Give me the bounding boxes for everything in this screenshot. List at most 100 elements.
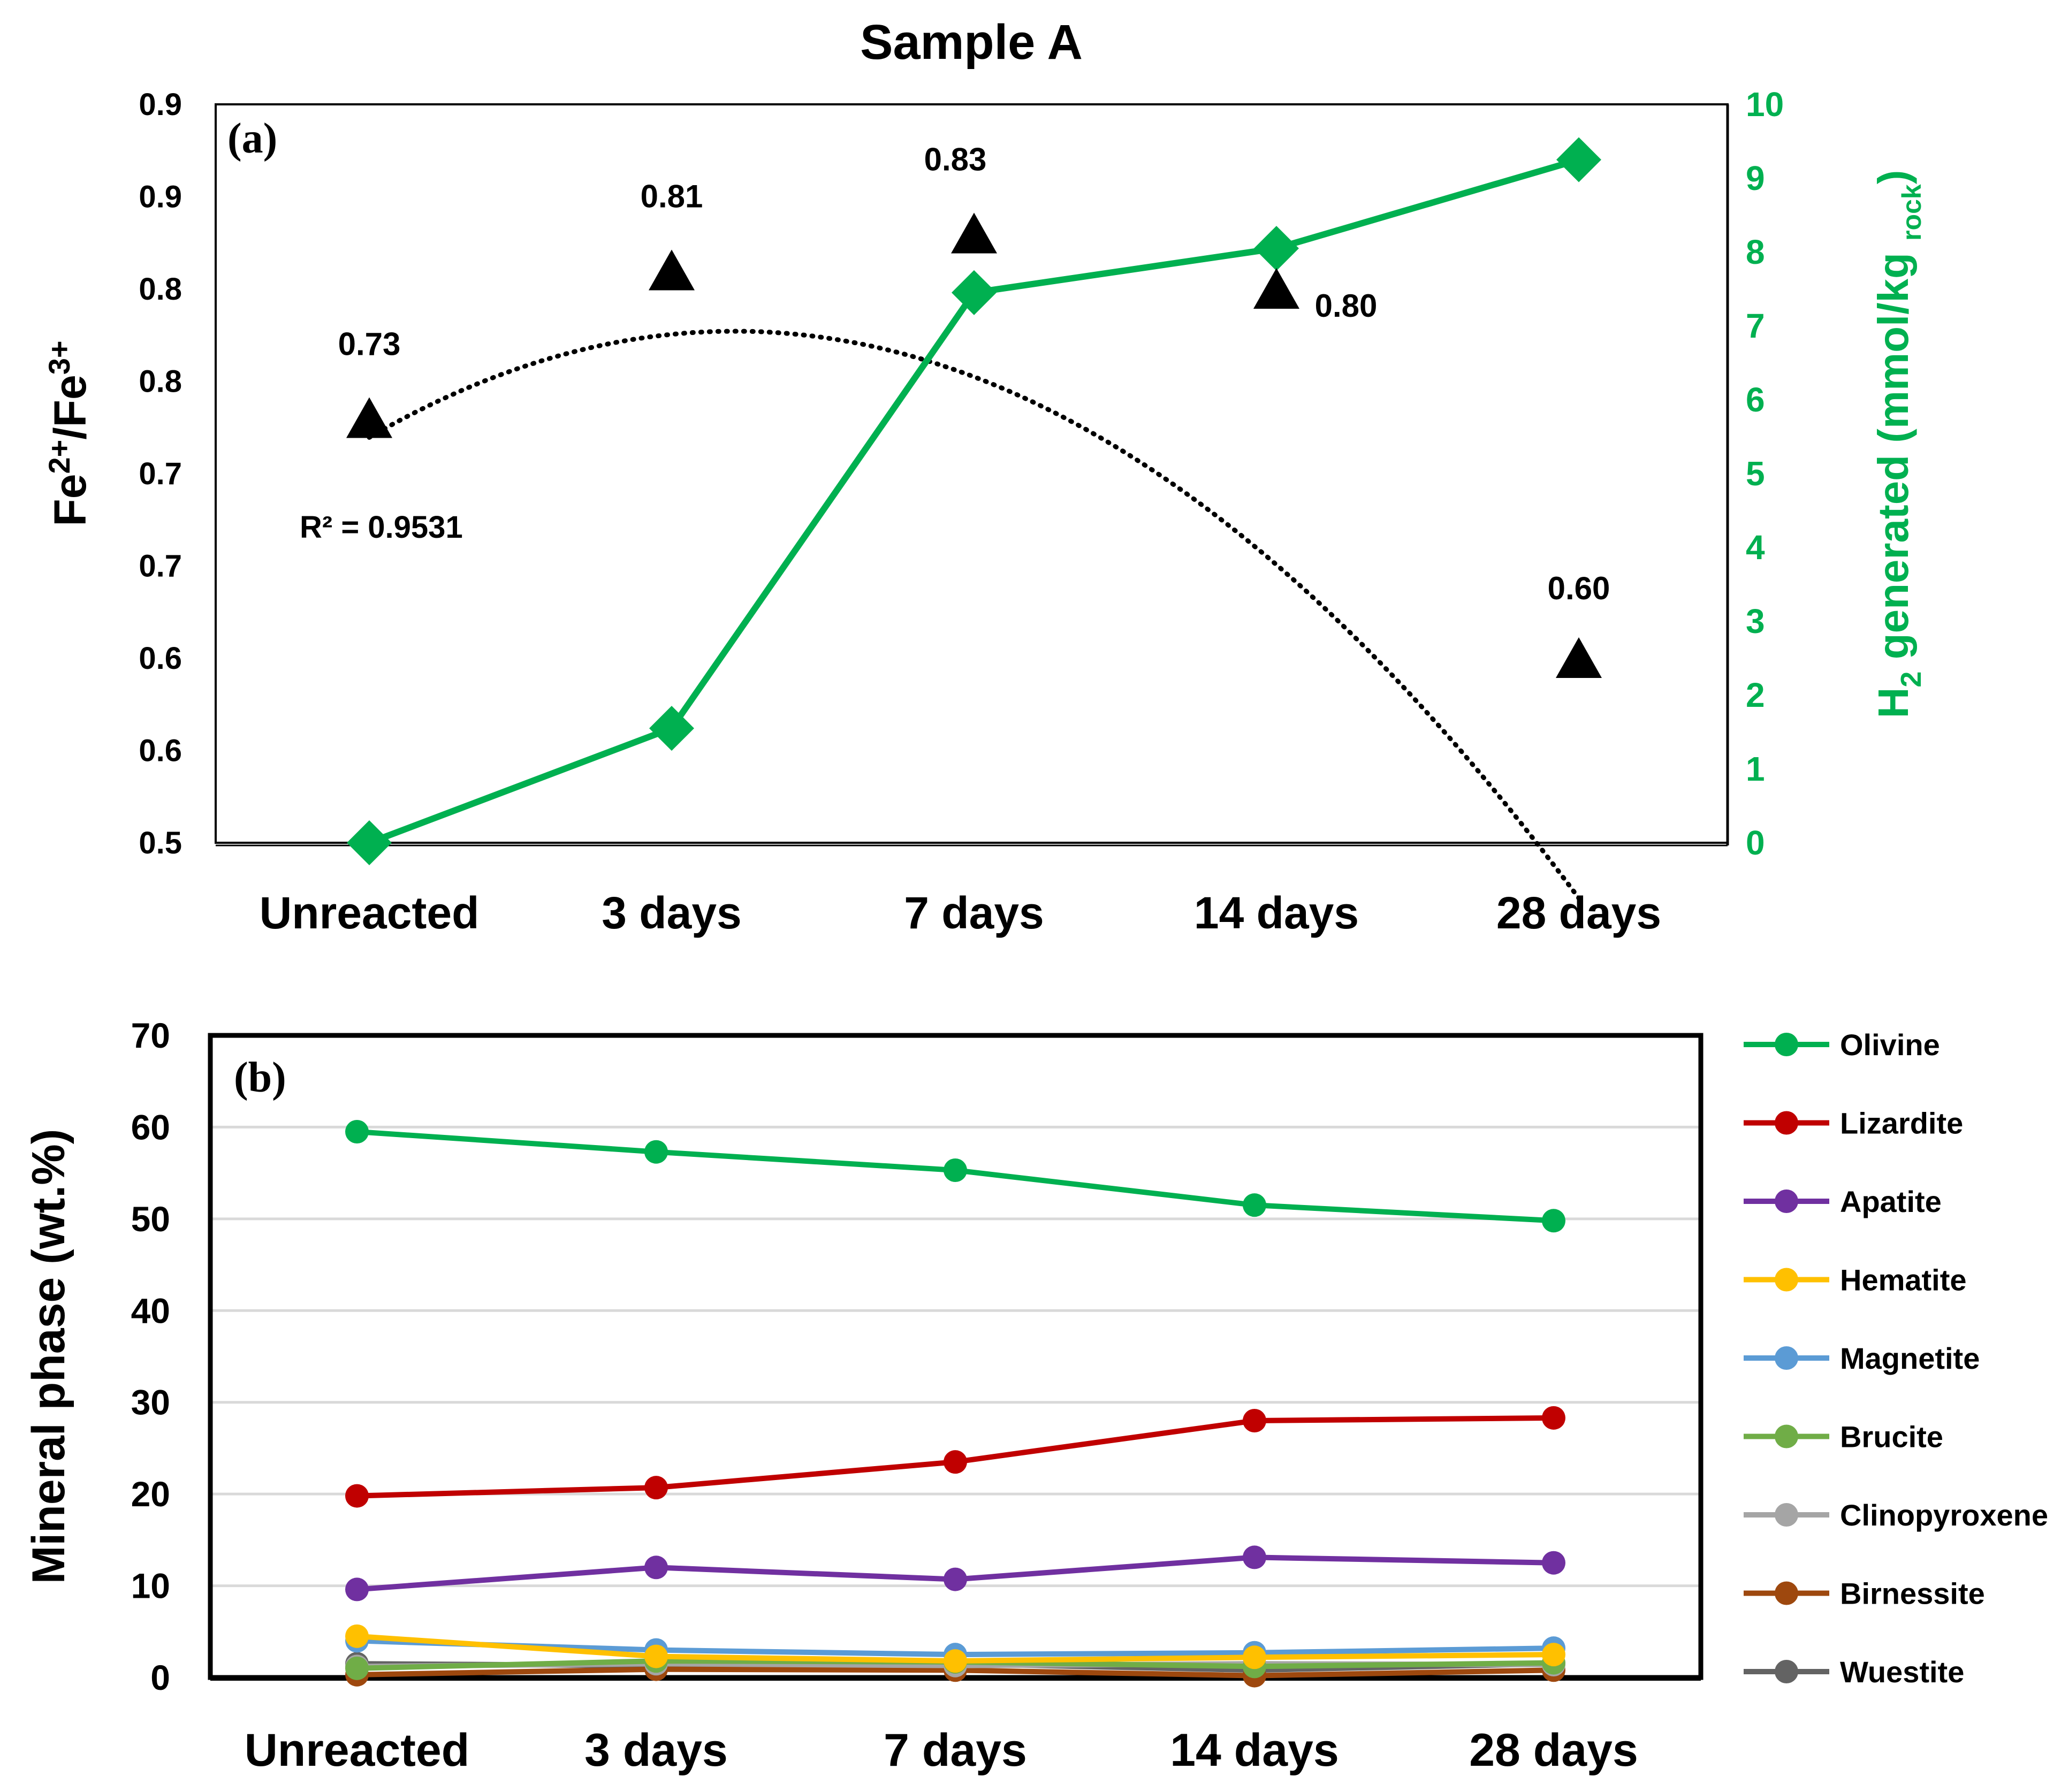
legend-marker [1775,1660,1798,1683]
legend-item: Hematite [1744,1263,1967,1297]
legend-label: Apatite [1840,1185,1942,1218]
right-tick-label: 6 [1746,380,1765,419]
panel-a-right-ticks: 0 1 2 3 4 5 6 7 8 9 10 [1746,85,1784,862]
panel-a-right-axis-label: H2 generated (mmol/kg rock) [1869,170,1927,719]
legend-marker [1775,1424,1798,1448]
fe-point [1253,268,1299,309]
panel-b: (b) 0 10 20 30 40 50 60 70 Unreacted 3 days 7 day… [23,1016,2048,1776]
panel-b-series [345,1120,1565,1688]
series-point [1542,1643,1565,1667]
x-tick-label: 3 days [584,1725,728,1776]
panel-b-label: (b) [234,1054,286,1101]
legend-item: Wuestite [1744,1655,1964,1689]
left-tick-label: 0.9 [139,87,182,122]
left-tick-label: 0.8 [139,364,182,399]
y-tick-label: 60 [131,1107,170,1147]
series-apatite [345,1545,1565,1602]
legend-label: Hematite [1840,1263,1967,1297]
left-tick-label: 0.6 [139,734,182,768]
series-point [944,1649,967,1673]
legend-label: Lizardite [1840,1107,1963,1140]
legend-marker [1775,1111,1798,1135]
legend-label: Magnetite [1840,1341,1980,1375]
series-point [644,1644,668,1668]
left-tick-label: 0.9 [139,180,182,215]
series-point [345,1624,369,1648]
legend-item: Birnessite [1744,1577,1985,1611]
panel-a: (a) 0.5 0.6 0.6 0.7 0.7 0.8 0.8 0.9 0.9 0 1 2 3 4 5 6 7… [42,85,1927,938]
legend-item: Olivine [1744,1028,1940,1062]
series-point [1243,1645,1266,1669]
series-point [1243,1545,1266,1569]
h2-point [952,270,997,315]
series-point [345,1656,369,1680]
right-tick-label: 7 [1746,307,1765,345]
panel-a-x-ticks: Unreacted 3 days 7 days 14 days 28 days [260,888,1662,938]
panel-a-label: (a) [227,115,277,162]
series-point [1542,1406,1565,1430]
panel-a-left-ticks: 0.5 0.6 0.6 0.7 0.7 0.8 0.8 0.9 0.9 [139,87,182,860]
legend-marker [1775,1503,1798,1527]
h2-point [1254,226,1299,271]
panel-b-gridlines [212,1125,1699,1588]
legend-marker [1775,1581,1798,1605]
legend-item: Clinopyroxene [1744,1498,2048,1532]
series-point [345,1484,369,1508]
panel-a-fe-series: 0.73 0.81 0.83 0.80 0.60 [338,142,1610,678]
legend-marker [1775,1189,1798,1213]
y-tick-label: 30 [131,1383,170,1422]
legend-marker [1775,1268,1798,1292]
legend-label: Brucite [1840,1420,1943,1454]
x-tick-label: 7 days [904,888,1044,938]
legend-marker [1775,1033,1798,1056]
y-tick-label: 0 [150,1658,170,1697]
series-point [944,1158,967,1182]
panel-a-left-axis-label: Fe2+/Fe3+ [42,340,95,526]
panel-b-y-axis-label: Mineral phase (wt.%) [23,1129,74,1584]
fe-point [346,397,392,438]
left-tick-label: 0.8 [139,272,182,307]
fe-point [951,212,997,254]
fe-point [1556,637,1602,678]
legend-label: Wuestite [1840,1655,1964,1689]
fe-data-label: 0.83 [924,142,987,178]
series-point [944,1450,967,1474]
right-tick-label: 0 [1746,823,1765,862]
legend-item: Lizardite [1744,1107,1963,1140]
x-tick-label: Unreacted [260,888,480,938]
x-tick-label: 28 days [1469,1725,1638,1776]
panel-a-h2-series [347,137,1601,865]
series-point [1243,1409,1266,1432]
series-point [1542,1209,1565,1233]
series-point [1243,1193,1266,1217]
panel-a-r-squared: R² = 0.9531 [300,510,463,545]
x-tick-label: 3 days [602,888,742,938]
series-point [345,1120,369,1143]
series-point [644,1140,668,1164]
right-tick-label: 1 [1746,750,1765,788]
y-tick-label: 40 [131,1291,170,1330]
fe-data-label: 0.80 [1315,288,1378,324]
y-tick-label: 20 [131,1474,170,1514]
fe-data-label: 0.60 [1548,570,1610,606]
left-tick-label: 0.6 [139,641,182,676]
series-lizardite [345,1406,1565,1508]
series-point [1542,1551,1565,1575]
panel-b-y-ticks: 0 10 20 30 40 50 60 70 [131,1016,170,1697]
series-olivine [345,1120,1565,1233]
x-tick-label: 28 days [1496,888,1661,938]
right-tick-label: 4 [1746,528,1765,567]
legend-item: Magnetite [1744,1341,1980,1375]
panel-b-x-ticks: Unreacted 3 days 7 days 14 days 28 days [245,1725,1638,1776]
x-tick-label: 7 days [884,1725,1027,1776]
fe-data-label: 0.81 [641,179,703,215]
right-tick-label: 2 [1746,676,1765,714]
legend-item: Apatite [1744,1185,1942,1218]
left-tick-label: 0.5 [139,826,182,860]
figure-title: Sample A [860,15,1083,70]
y-tick-label: 70 [131,1016,170,1055]
series-point [944,1567,967,1591]
legend-label: Olivine [1840,1028,1940,1062]
